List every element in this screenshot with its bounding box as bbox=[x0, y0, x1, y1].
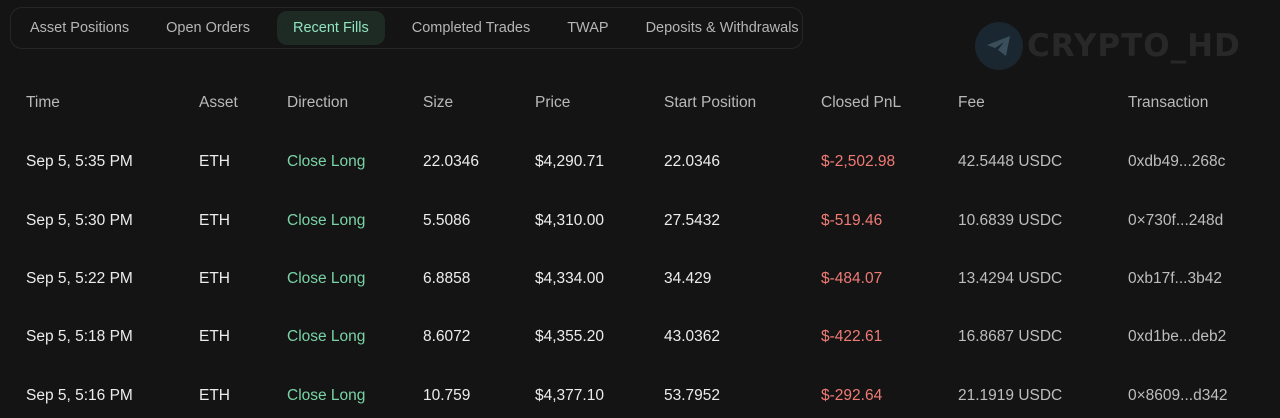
cell-fee: 16.8687 USDC bbox=[958, 328, 1063, 346]
cell-transaction-link[interactable]: 0xdb49...268c bbox=[1128, 153, 1226, 171]
table-row: Sep 5, 5:18 PM ETH Close Long 8.6072 $4,… bbox=[0, 308, 1280, 366]
cell-direction: Close Long bbox=[287, 211, 366, 229]
cell-closed-pnl: $-519.46 bbox=[821, 211, 883, 229]
cell-direction: Close Long bbox=[287, 386, 366, 404]
watermark: CRYPTO_HD bbox=[975, 22, 1241, 70]
header-direction[interactable]: Direction bbox=[287, 94, 349, 111]
cell-start-position: 43.0362 bbox=[664, 328, 721, 346]
cell-time: Sep 5, 5:22 PM bbox=[26, 269, 133, 287]
cell-asset: ETH bbox=[199, 386, 230, 404]
header-time[interactable]: Time bbox=[26, 94, 60, 111]
telegram-icon bbox=[975, 22, 1023, 70]
cell-direction: Close Long bbox=[287, 269, 366, 287]
header-start-position[interactable]: Start Position bbox=[664, 94, 757, 111]
table-row: Sep 5, 5:35 PM ETH Close Long 22.0346 $4… bbox=[0, 133, 1280, 191]
cell-asset: ETH bbox=[199, 328, 230, 346]
tab-bar: Asset Positions Open Orders Recent Fills… bbox=[10, 7, 803, 49]
cell-transaction-link[interactable]: 0xb17f...3b42 bbox=[1128, 269, 1222, 287]
cell-size: 6.8858 bbox=[423, 269, 471, 287]
fills-table: Time Asset Direction Size Price Start Po… bbox=[0, 73, 1280, 418]
table-row: Sep 5, 5:30 PM ETH Close Long 5.5086 $4,… bbox=[0, 191, 1280, 249]
tab-completed-trades[interactable]: Completed Trades bbox=[411, 20, 531, 36]
cell-closed-pnl: $-422.61 bbox=[821, 328, 883, 346]
cell-closed-pnl: $-292.64 bbox=[821, 386, 883, 404]
cell-fee: 13.4294 USDC bbox=[958, 269, 1063, 287]
header-transaction[interactable]: Transaction bbox=[1128, 94, 1209, 111]
cell-asset: ETH bbox=[199, 211, 230, 229]
tab-open-orders[interactable]: Open Orders bbox=[166, 20, 250, 36]
cell-size: 8.6072 bbox=[423, 328, 471, 346]
cell-asset: ETH bbox=[199, 153, 230, 171]
cell-start-position: 53.7952 bbox=[664, 386, 721, 404]
cell-direction: Close Long bbox=[287, 153, 366, 171]
cell-size: 10.759 bbox=[423, 386, 471, 404]
cell-fee: 21.1919 USDC bbox=[958, 386, 1063, 404]
tab-recent-fills[interactable]: Recent Fills bbox=[276, 11, 385, 45]
header-size[interactable]: Size bbox=[423, 94, 454, 111]
cell-start-position: 34.429 bbox=[664, 269, 712, 287]
cell-price: $4,377.10 bbox=[535, 386, 604, 404]
header-closed-pnl[interactable]: Closed PnL bbox=[821, 94, 902, 111]
tab-twap[interactable]: TWAP bbox=[567, 20, 609, 36]
cell-fee: 42.5448 USDC bbox=[958, 153, 1063, 171]
table-header-row: Time Asset Direction Size Price Start Po… bbox=[0, 73, 1280, 133]
cell-fee: 10.6839 USDC bbox=[958, 211, 1063, 229]
cell-price: $4,334.00 bbox=[535, 269, 604, 287]
cell-time: Sep 5, 5:16 PM bbox=[26, 386, 133, 404]
cell-transaction-link[interactable]: 0xd1be...deb2 bbox=[1128, 328, 1227, 346]
watermark-text: CRYPTO_HD bbox=[1027, 28, 1241, 64]
header-fee[interactable]: Fee bbox=[958, 94, 985, 111]
cell-start-position: 27.5432 bbox=[664, 211, 721, 229]
cell-size: 5.5086 bbox=[423, 211, 471, 229]
cell-transaction-link[interactable]: 0×8609...d342 bbox=[1128, 386, 1228, 404]
cell-size: 22.0346 bbox=[423, 153, 480, 171]
cell-asset: ETH bbox=[199, 269, 230, 287]
tab-asset-positions[interactable]: Asset Positions bbox=[30, 20, 130, 36]
header-asset[interactable]: Asset bbox=[199, 94, 238, 111]
cell-direction: Close Long bbox=[287, 328, 366, 346]
table-row: Sep 5, 5:22 PM ETH Close Long 6.8858 $4,… bbox=[0, 250, 1280, 308]
cell-closed-pnl: $-2,502.98 bbox=[821, 153, 896, 171]
tab-deposits-withdrawals[interactable]: Deposits & Withdrawals bbox=[645, 20, 799, 36]
cell-start-position: 22.0346 bbox=[664, 153, 721, 171]
cell-time: Sep 5, 5:30 PM bbox=[26, 211, 133, 229]
cell-price: $4,310.00 bbox=[535, 211, 604, 229]
table-row: Sep 5, 5:16 PM ETH Close Long 10.759 $4,… bbox=[0, 367, 1280, 418]
cell-price: $4,290.71 bbox=[535, 153, 604, 171]
cell-time: Sep 5, 5:18 PM bbox=[26, 328, 133, 346]
header-price[interactable]: Price bbox=[535, 94, 571, 111]
cell-time: Sep 5, 5:35 PM bbox=[26, 153, 133, 171]
cell-transaction-link[interactable]: 0×730f...248d bbox=[1128, 211, 1224, 229]
cell-price: $4,355.20 bbox=[535, 328, 604, 346]
cell-closed-pnl: $-484.07 bbox=[821, 269, 883, 287]
